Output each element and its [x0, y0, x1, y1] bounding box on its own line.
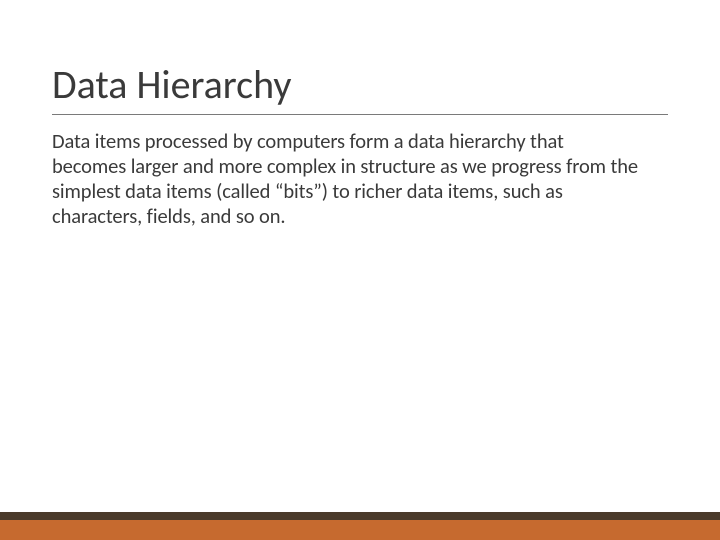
slide-body-text: Data items processed by computers form a… — [52, 129, 642, 229]
footer-stripe-orange — [0, 520, 720, 540]
footer-bar — [0, 512, 720, 540]
slide-title: Data Hierarchy — [52, 62, 668, 115]
slide: Data Hierarchy Data items processed by c… — [0, 0, 720, 540]
footer-stripe-dark — [0, 512, 720, 520]
slide-content: Data Hierarchy Data items processed by c… — [52, 62, 668, 229]
